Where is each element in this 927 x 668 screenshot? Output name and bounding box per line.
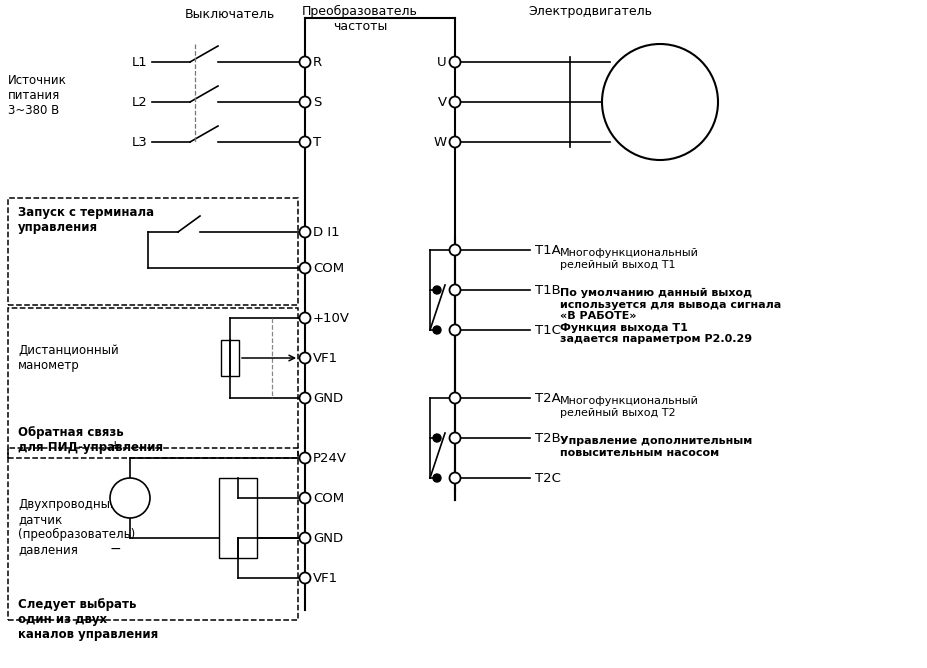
- Text: Многофункциональный
релейный выход Т2: Многофункциональный релейный выход Т2: [559, 396, 698, 418]
- Circle shape: [433, 286, 440, 294]
- Text: Выключатель: Выключатель: [184, 8, 274, 21]
- Text: VF1: VF1: [312, 572, 337, 584]
- Bar: [221, 340, 239, 376]
- Text: GND: GND: [312, 391, 343, 405]
- Circle shape: [299, 492, 311, 504]
- Circle shape: [433, 474, 440, 482]
- Circle shape: [433, 434, 440, 442]
- Text: +10V: +10V: [312, 311, 349, 325]
- Text: Следует выбрать
один из двух
каналов управления: Следует выбрать один из двух каналов упр…: [18, 598, 159, 641]
- Circle shape: [449, 244, 460, 255]
- Text: COM: COM: [312, 492, 344, 504]
- Circle shape: [299, 572, 311, 584]
- Circle shape: [449, 136, 460, 148]
- Text: R: R: [312, 55, 322, 69]
- Text: Электродвигатель: Электродвигатель: [527, 5, 652, 18]
- Text: Дистанционный
манометр: Дистанционный манометр: [18, 344, 119, 372]
- Text: GND: GND: [312, 532, 343, 544]
- Text: P24V: P24V: [312, 452, 347, 464]
- Circle shape: [299, 313, 311, 323]
- Circle shape: [449, 432, 460, 444]
- Text: T2B: T2B: [535, 432, 560, 444]
- Circle shape: [299, 226, 311, 238]
- Circle shape: [449, 57, 460, 67]
- Circle shape: [299, 532, 311, 544]
- Circle shape: [299, 393, 311, 403]
- Text: D I1: D I1: [312, 226, 339, 238]
- Circle shape: [449, 393, 460, 403]
- Text: Источник
питания
3~380 В: Источник питания 3~380 В: [8, 73, 67, 116]
- Circle shape: [602, 44, 717, 160]
- Circle shape: [449, 325, 460, 335]
- Text: COM: COM: [312, 261, 344, 275]
- Text: Двухпроводный
датчик
(преобразователь)
давления: Двухпроводный датчик (преобразователь) д…: [18, 498, 135, 556]
- Circle shape: [299, 136, 311, 148]
- Text: T1C: T1C: [535, 323, 560, 337]
- Circle shape: [449, 96, 460, 108]
- Text: Многофункциональный
релейный выход Т1: Многофункциональный релейный выход Т1: [559, 248, 698, 270]
- Text: По умолчанию данный выход
используется для вывода сигнала
«В РАБОТЕ»
Функция вых: По умолчанию данный выход используется д…: [559, 288, 781, 345]
- Circle shape: [299, 452, 311, 464]
- Text: +: +: [109, 439, 121, 452]
- Text: U: U: [437, 55, 447, 69]
- Text: Запуск с терминала
управления: Запуск с терминала управления: [18, 206, 154, 234]
- Bar: [8, 198, 298, 305]
- Text: T: T: [312, 136, 321, 148]
- Text: T1A: T1A: [535, 244, 560, 257]
- Text: W: W: [434, 136, 447, 148]
- Circle shape: [433, 326, 440, 334]
- Circle shape: [299, 96, 311, 108]
- Circle shape: [299, 263, 311, 273]
- Bar: [8, 308, 298, 458]
- Text: V: V: [438, 96, 447, 108]
- Circle shape: [299, 57, 311, 67]
- Text: T2A: T2A: [535, 391, 560, 405]
- Circle shape: [110, 478, 150, 518]
- Text: −: −: [109, 542, 121, 556]
- Text: Преобразователь
частоты: Преобразователь частоты: [301, 5, 417, 33]
- Text: Управление дополнительным
повысительным насосом: Управление дополнительным повысительным …: [559, 436, 752, 458]
- Bar: [8, 448, 298, 620]
- Bar: [219, 478, 257, 558]
- Text: Обратная связь
для ПИД-управления: Обратная связь для ПИД-управления: [18, 426, 163, 454]
- Text: S: S: [312, 96, 321, 108]
- Text: T2C: T2C: [535, 472, 560, 484]
- Circle shape: [449, 285, 460, 295]
- Text: VF1: VF1: [312, 351, 337, 365]
- Text: L3: L3: [133, 136, 147, 148]
- Text: L2: L2: [133, 96, 147, 108]
- Circle shape: [299, 353, 311, 363]
- Text: L1: L1: [133, 55, 147, 69]
- Circle shape: [449, 472, 460, 484]
- Text: T1B: T1B: [535, 283, 560, 297]
